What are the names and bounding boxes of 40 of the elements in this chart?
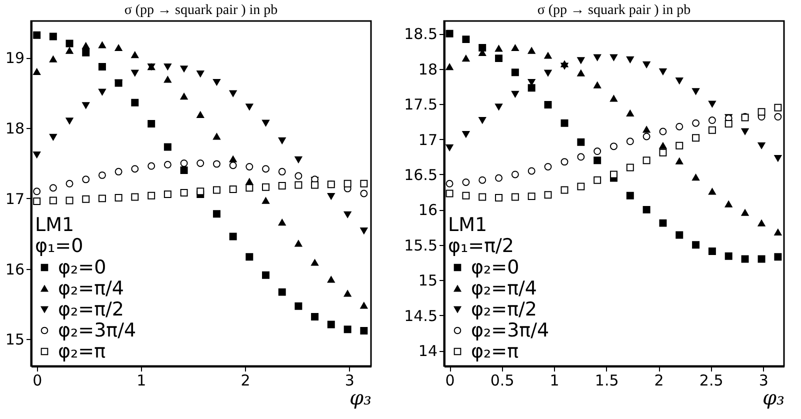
y-tick-label: 18 <box>418 60 438 78</box>
legend-label: φ₂=π/2 <box>58 298 124 320</box>
x-tick-label: 1 <box>550 372 560 390</box>
y-tick-label: 16 <box>418 201 438 220</box>
x-tick-label: 0.5 <box>490 372 514 390</box>
legend-label: φ₂=π/2 <box>471 298 537 320</box>
x-tick-label: 1.5 <box>594 372 619 390</box>
y-tick-label: 16 <box>5 260 24 278</box>
legend-label: φ₂=0 <box>58 256 106 278</box>
legend-label: φ₂=3π/4 <box>58 320 136 342</box>
annotation: φ₁=0 <box>35 235 84 257</box>
legend-label: φ₂=0 <box>471 256 520 278</box>
legend-title: LM1 <box>448 214 488 236</box>
y-tick-label: 18.5 <box>404 25 438 44</box>
y-tick-label: 17 <box>5 190 24 208</box>
x-tick-label: 0 <box>445 372 455 390</box>
chart-title: σ (pp → squark pair ) in pb <box>537 3 691 18</box>
annotation: φ₁=π/2 <box>448 235 514 257</box>
x-tick-label: 2.5 <box>699 372 724 390</box>
y-tick-label: 15 <box>418 272 438 290</box>
legend-label: φ₂=π/4 <box>471 278 537 300</box>
y-tick-label: 14.5 <box>404 306 438 325</box>
y-tick-label: 17.5 <box>404 96 438 114</box>
y-tick-label: 15.5 <box>404 236 438 254</box>
y-tick-label: 19 <box>5 49 24 68</box>
x-tick-label: 1 <box>136 372 146 390</box>
y-tick-label: 16.5 <box>404 166 438 184</box>
legend-label: φ₂=π <box>471 340 519 362</box>
y-tick-label: 17 <box>418 130 438 149</box>
x-tick-label: 2 <box>240 372 250 390</box>
y-tick-label: 14 <box>418 342 438 360</box>
legend-label: φ₂=π/4 <box>58 278 124 300</box>
x-tick-label: 0 <box>32 372 42 390</box>
y-tick-label: 15 <box>5 330 24 349</box>
legend-label: φ₂=π <box>58 340 106 362</box>
x-tick-label: 2 <box>654 372 664 390</box>
legend-label: φ₂=3π/4 <box>471 320 550 342</box>
legend-title: LM1 <box>35 214 74 236</box>
chart-title: σ (pp → squark pair ) in pb <box>124 3 278 18</box>
y-tick-label: 18 <box>5 120 24 138</box>
